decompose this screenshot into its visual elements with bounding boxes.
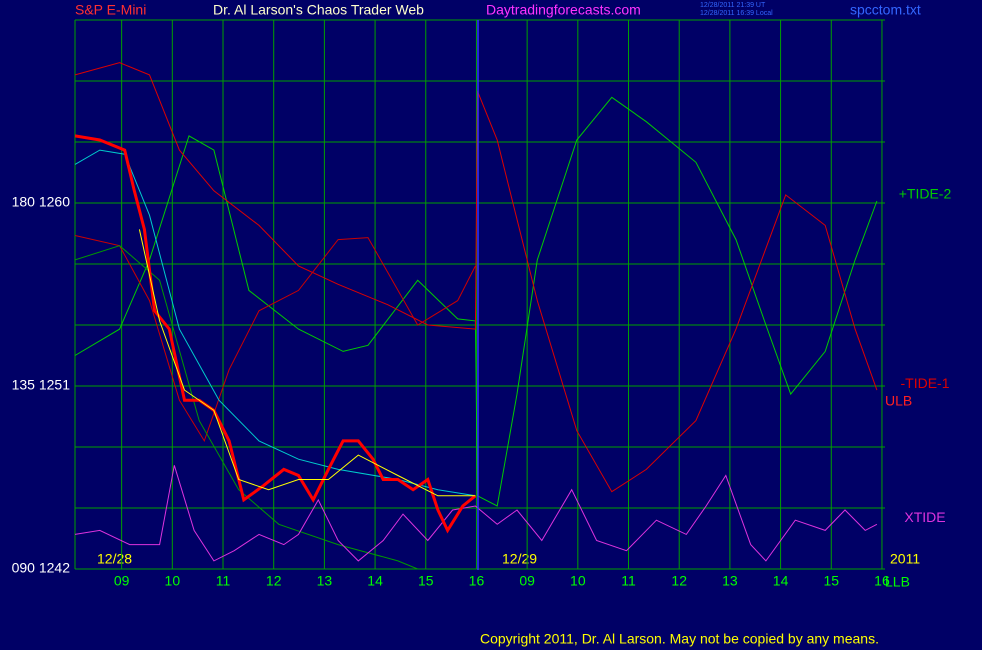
timestamp: 12/28/2011 16:39 Local [700,10,773,17]
series-line [74,245,418,570]
series-line [74,235,476,443]
y-tick-label: 180 1260 [12,194,71,210]
series-line [74,465,878,562]
x-tick-label: 10 [165,573,181,589]
chart-subtitle: S&P E-Mini [75,2,146,18]
timestamp: 12/28/2011 21:39 UT [700,2,766,9]
x-tick-label: 14 [773,573,789,589]
x-tick-label: 12 [671,573,687,589]
date-label: 12/28 [97,551,132,567]
series-label: XTIDE [904,509,945,525]
y-tick-label: 135 1251 [12,377,71,393]
annotation: ULB [885,393,912,409]
series-label: -TIDE-1 [901,375,950,391]
y-tick-label: 090 1242 [12,560,71,576]
x-tick-label: 09 [519,573,535,589]
date-label: 2011 [890,551,920,567]
x-tick-label: 13 [722,573,738,589]
annotation: LLB [885,574,910,590]
site: Daytradingforecasts.com [486,2,641,18]
x-tick-label: 10 [570,573,586,589]
x-tick-label: 16 [469,573,485,589]
x-tick-label: 09 [114,573,130,589]
x-tick-label: 15 [418,573,434,589]
x-tick-label: 15 [823,573,839,589]
x-tick-label: 11 [216,573,231,589]
x-tick-label: 11 [621,573,636,589]
x-tick-label: 13 [317,573,333,589]
chart-title: Dr. Al Larson's Chaos Trader Web [213,2,424,18]
series-line [74,96,878,507]
x-tick-label: 12 [266,573,282,589]
copyright: Copyright 2011, Dr. Al Larson. May not b… [480,631,879,647]
x-tick-label: 16 [874,573,890,589]
plot-area: 09 10 11 12 13 14 15 16 09 10 11 12 13 14 15 16 090 1242… [12,19,890,589]
series-line [138,229,476,497]
x-tick-label: 14 [367,573,383,589]
series-line [74,149,476,497]
series-line [74,134,477,534]
series-label: +TIDE-2 [899,186,952,202]
date-label: 12/29 [502,551,537,567]
file-name: spcctom.txt [850,2,921,18]
